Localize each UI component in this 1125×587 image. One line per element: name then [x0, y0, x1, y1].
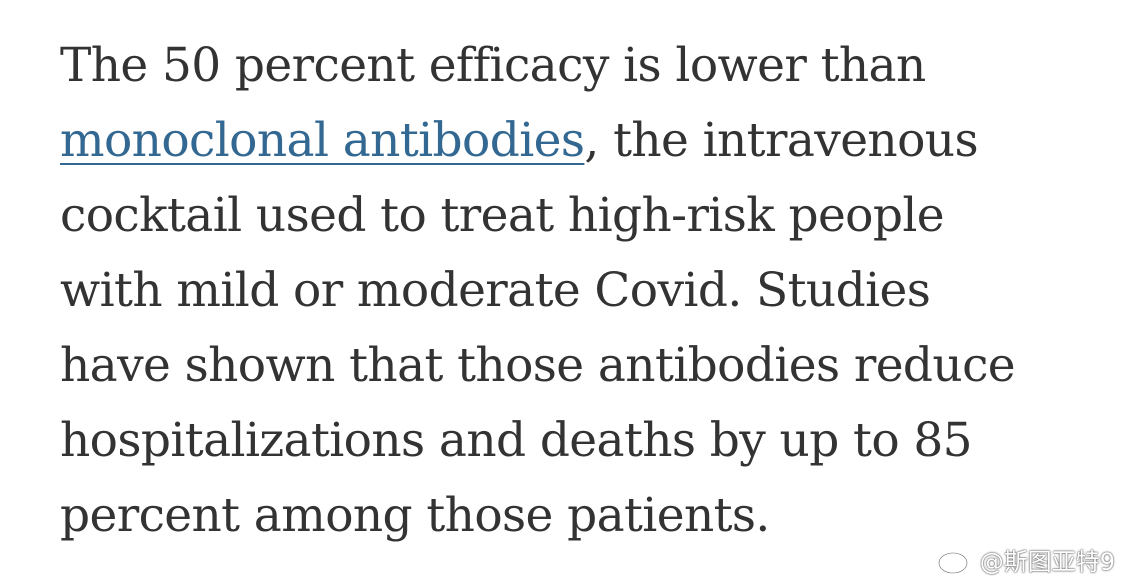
paragraph-line: percent among those patients.	[60, 488, 770, 543]
paragraph-text: , the intravenous	[584, 113, 978, 168]
paragraph-line: cocktail used to treat high-risk people	[60, 188, 945, 243]
paragraph-line: monoclonal antibodies, the intravenous	[60, 103, 1100, 178]
paragraph-line: have shown that those antibodies reduce	[60, 338, 1016, 393]
weibo-icon	[936, 545, 976, 575]
paragraph-line: hospitalizations and deaths by up to 85	[60, 413, 973, 468]
paragraph-line: with mild or moderate Covid. Studies	[60, 263, 931, 318]
watermark-text: @斯图亚特9	[979, 548, 1115, 576]
paragraph-line: The 50 percent efficacy is lower than	[60, 38, 926, 93]
monoclonal-antibodies-link[interactable]: monoclonal antibodies	[60, 113, 585, 168]
watermark: @斯图亚特9	[936, 542, 1115, 577]
article-paragraph: The 50 percent efficacy is lower than mo…	[60, 28, 1100, 553]
